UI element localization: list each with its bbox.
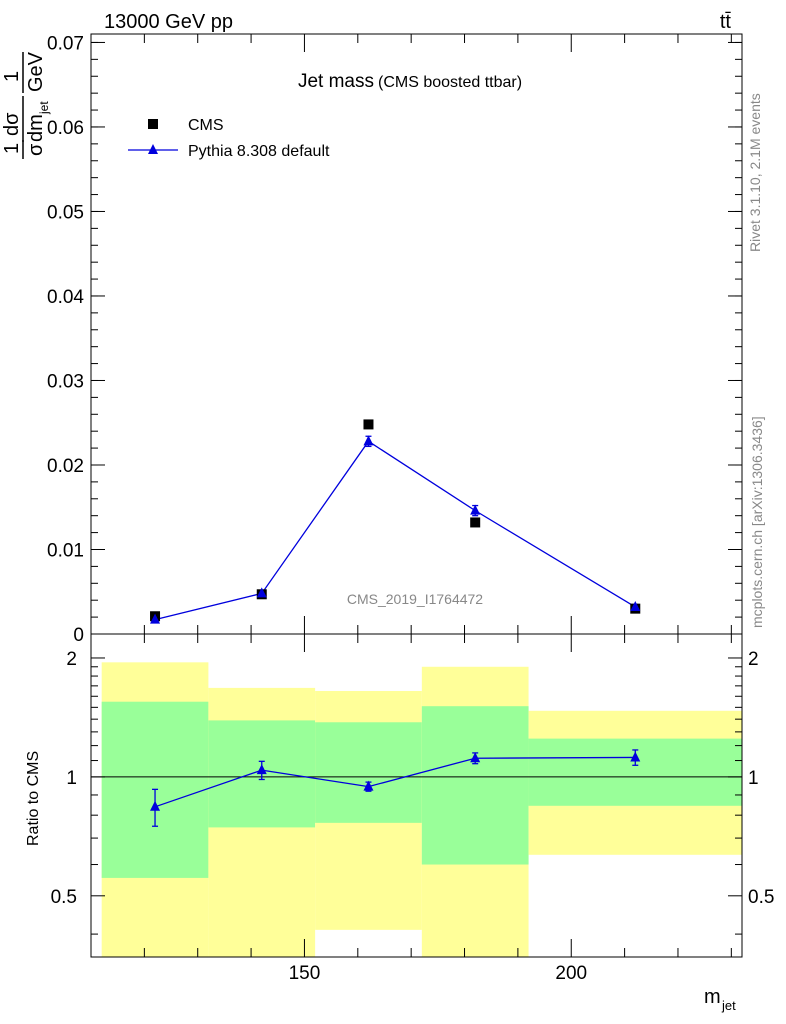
legend-cms-label: CMS bbox=[188, 117, 224, 134]
ratio-ytick-label-left: 0.5 bbox=[51, 887, 77, 908]
legend: CMS Pythia 8.308 default bbox=[128, 117, 330, 160]
ylabel-one-a: 1 bbox=[1, 143, 23, 154]
main-ytick-label: 0.02 bbox=[47, 456, 84, 477]
main-title: Jet mass bbox=[298, 71, 374, 92]
main-ytick-label: 0.04 bbox=[47, 287, 84, 308]
legend-pythia-label: Pythia 8.308 default bbox=[188, 143, 330, 160]
ratio-panel: 0.5 0.5 1 1 2 2 150 200 Ratio to CMS m jet bbox=[25, 633, 774, 1013]
ylabel-m-sub: jet bbox=[37, 101, 51, 115]
ylabel-one-b: 1 bbox=[1, 71, 23, 82]
mcplots-label: mcplots.cern.ch [arXiv:1306.3436] bbox=[749, 416, 765, 628]
x-axis-label: m bbox=[704, 986, 721, 1008]
ratio-pythia-point bbox=[470, 752, 481, 763]
ratio-pythia-point bbox=[150, 800, 161, 811]
main-ytick-label: 0.01 bbox=[47, 540, 84, 561]
ratio-band-inner bbox=[528, 738, 742, 806]
pythia-point bbox=[150, 613, 161, 624]
pythia-point bbox=[470, 504, 481, 515]
main-ytick-label: 0.06 bbox=[47, 118, 84, 139]
main-panel: CMS_2019_I1764472 0 0.01 0.02 0.03 0.04 0.05 0… bbox=[1, 33, 743, 646]
x-axis-label-sub: jet bbox=[721, 998, 736, 1013]
ratio-xtick-label: 200 bbox=[555, 963, 587, 984]
legend-cms-marker bbox=[148, 119, 158, 129]
ylabel-dm: dm bbox=[25, 114, 47, 142]
ratio-ytick-label-right: 1 bbox=[748, 768, 759, 789]
header-right-text: tt̄ bbox=[720, 11, 732, 33]
ratio-pythia-point bbox=[256, 764, 267, 775]
ylabel-dsigma: dσ bbox=[1, 112, 23, 136]
cms-point bbox=[363, 419, 374, 430]
cms-point bbox=[470, 517, 481, 528]
watermark-label: CMS_2019_I1764472 bbox=[347, 591, 483, 607]
ratio-ytick-label-left: 1 bbox=[66, 768, 77, 789]
rivet-label: Rivet 3.1.10, 2.1M events bbox=[747, 93, 763, 252]
ratio-plot-frame bbox=[90, 633, 743, 958]
main-ytick-label: 0.05 bbox=[47, 202, 84, 223]
main-ytick-label: 0.07 bbox=[47, 33, 84, 54]
pythia-point bbox=[363, 435, 374, 446]
ratio-ytick-label-left: 2 bbox=[66, 649, 77, 670]
main-ytick-label: 0.03 bbox=[47, 371, 84, 392]
ratio-band-inner bbox=[421, 706, 529, 865]
ratio-ylabel: Ratio to CMS bbox=[25, 751, 42, 846]
ratio-pythia-point bbox=[630, 751, 641, 762]
ratio-band-inner bbox=[315, 722, 422, 823]
ylabel-sigma: σ bbox=[25, 143, 47, 156]
ratio-ytick-label-right: 2 bbox=[748, 649, 759, 670]
pythia-point bbox=[256, 587, 267, 598]
ratio-xtick-label: 150 bbox=[289, 963, 321, 984]
ratio-pythia-point bbox=[363, 780, 374, 791]
main-ylabel: 1 σ dσ dm jet 1 GeV bbox=[1, 51, 51, 159]
legend-pythia-marker bbox=[148, 144, 158, 154]
ratio-ytick-label-right: 0.5 bbox=[748, 887, 774, 908]
header-left-text: 13000 GeV pp bbox=[104, 11, 233, 33]
main-subtitle: (CMS boosted ttbar) bbox=[378, 74, 522, 91]
main-ytick-label: 0 bbox=[73, 625, 84, 646]
pythia-point bbox=[630, 600, 641, 611]
ylabel-unit: GeV bbox=[25, 51, 47, 92]
